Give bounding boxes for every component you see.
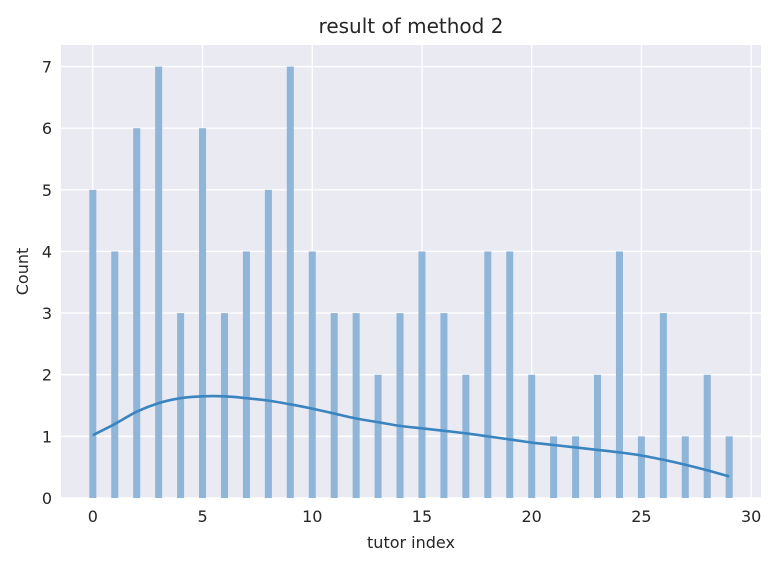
histogram-bar bbox=[725, 436, 733, 498]
x-tick-labels: 0 5 10 15 20 25 30 bbox=[88, 507, 762, 526]
histogram-bar bbox=[703, 374, 711, 498]
histogram-bar bbox=[111, 251, 119, 498]
histogram-bar bbox=[352, 313, 360, 498]
y-tick-label: 5 bbox=[42, 181, 52, 200]
histogram-bar bbox=[286, 66, 294, 499]
histogram-bar bbox=[264, 189, 272, 498]
histogram-bar bbox=[89, 189, 97, 498]
histogram-bar bbox=[506, 251, 514, 498]
histogram-bar bbox=[572, 436, 580, 498]
histogram-bar bbox=[659, 313, 667, 498]
x-tick-label: 30 bbox=[741, 507, 761, 526]
x-tick-label: 5 bbox=[197, 507, 207, 526]
histogram-bar bbox=[528, 374, 536, 498]
y-tick-label: 6 bbox=[42, 119, 52, 138]
bars bbox=[89, 66, 733, 499]
histogram-bar bbox=[615, 251, 623, 498]
histogram-bar bbox=[177, 313, 185, 498]
plot-area bbox=[61, 45, 761, 498]
kde-line bbox=[92, 394, 730, 478]
histogram-bar bbox=[199, 128, 207, 498]
y-axis-label: Count bbox=[13, 248, 32, 296]
histogram-bar bbox=[681, 436, 689, 498]
x-tick-label: 20 bbox=[522, 507, 542, 526]
y-tick-label: 2 bbox=[42, 366, 52, 385]
y-tick-label: 7 bbox=[42, 58, 52, 77]
x-axis-label: tutor index bbox=[367, 533, 455, 552]
y-tick-labels: 0 1 2 3 4 5 6 7 bbox=[42, 58, 52, 508]
histogram-bar bbox=[594, 374, 602, 498]
histogram-bar bbox=[330, 313, 338, 498]
x-tick-label: 15 bbox=[412, 507, 432, 526]
histogram-bar bbox=[374, 374, 382, 498]
y-tick-label: 3 bbox=[42, 304, 52, 323]
histogram-bar bbox=[484, 251, 492, 498]
histogram-bar bbox=[242, 251, 250, 498]
chart-title: result of method 2 bbox=[319, 14, 504, 38]
histogram-bar bbox=[308, 251, 316, 498]
histogram-bar bbox=[418, 251, 426, 498]
histogram-bar bbox=[462, 374, 470, 498]
histogram-bar bbox=[550, 436, 558, 498]
x-tick-label: 25 bbox=[631, 507, 651, 526]
histogram-bar bbox=[396, 313, 404, 498]
histogram-bar bbox=[133, 128, 141, 498]
y-tick-label: 1 bbox=[42, 427, 52, 446]
y-tick-label: 0 bbox=[42, 489, 52, 508]
histogram-bar bbox=[220, 313, 228, 498]
histogram-bar bbox=[155, 66, 163, 499]
histogram-bar bbox=[637, 436, 645, 498]
x-tick-label: 10 bbox=[302, 507, 322, 526]
y-tick-label: 4 bbox=[42, 242, 52, 261]
x-tick-label: 0 bbox=[88, 507, 98, 526]
histogram-bar bbox=[440, 313, 448, 498]
